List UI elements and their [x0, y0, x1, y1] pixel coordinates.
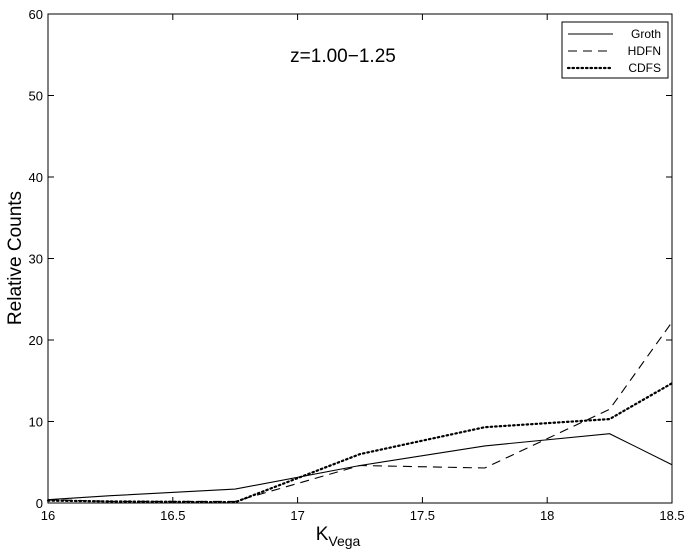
chart-annotation: z=1.00−1.25: [290, 46, 396, 67]
y-tick-label: 10: [29, 415, 43, 430]
y-axis-label: Relative Counts: [5, 191, 26, 325]
x-tick-label: 18.5: [659, 508, 684, 523]
x-axis-label-main: K: [316, 524, 329, 545]
y-tick-label: 50: [29, 89, 43, 104]
y-tick-labels: 0 10 20 30 40 50 60: [29, 7, 43, 511]
y-tick-label: 20: [29, 333, 43, 348]
x-tick-label: 16.5: [160, 508, 185, 523]
y-tick-label: 30: [29, 252, 43, 267]
y-tick-label: 40: [29, 170, 43, 185]
x-tick-labels: 16 16.5 17 17.5 18 18.5: [41, 508, 685, 523]
x-tick-label: 18: [540, 508, 554, 523]
legend: Groth HDFN CDFS: [562, 22, 668, 78]
y-tick-label: 0: [36, 496, 43, 511]
plot-area: [48, 14, 672, 503]
x-axis-label: KVega: [316, 524, 361, 549]
legend-label-groth: Groth: [631, 27, 661, 41]
x-tick-label: 17.5: [410, 508, 435, 523]
y-tick-label: 60: [29, 7, 43, 22]
legend-label-hdfn: HDFN: [628, 44, 661, 58]
x-tick-label: 17: [290, 508, 304, 523]
legend-label-cdfs: CDFS: [628, 61, 661, 75]
x-axis-label-subscript: Vega: [328, 533, 360, 549]
